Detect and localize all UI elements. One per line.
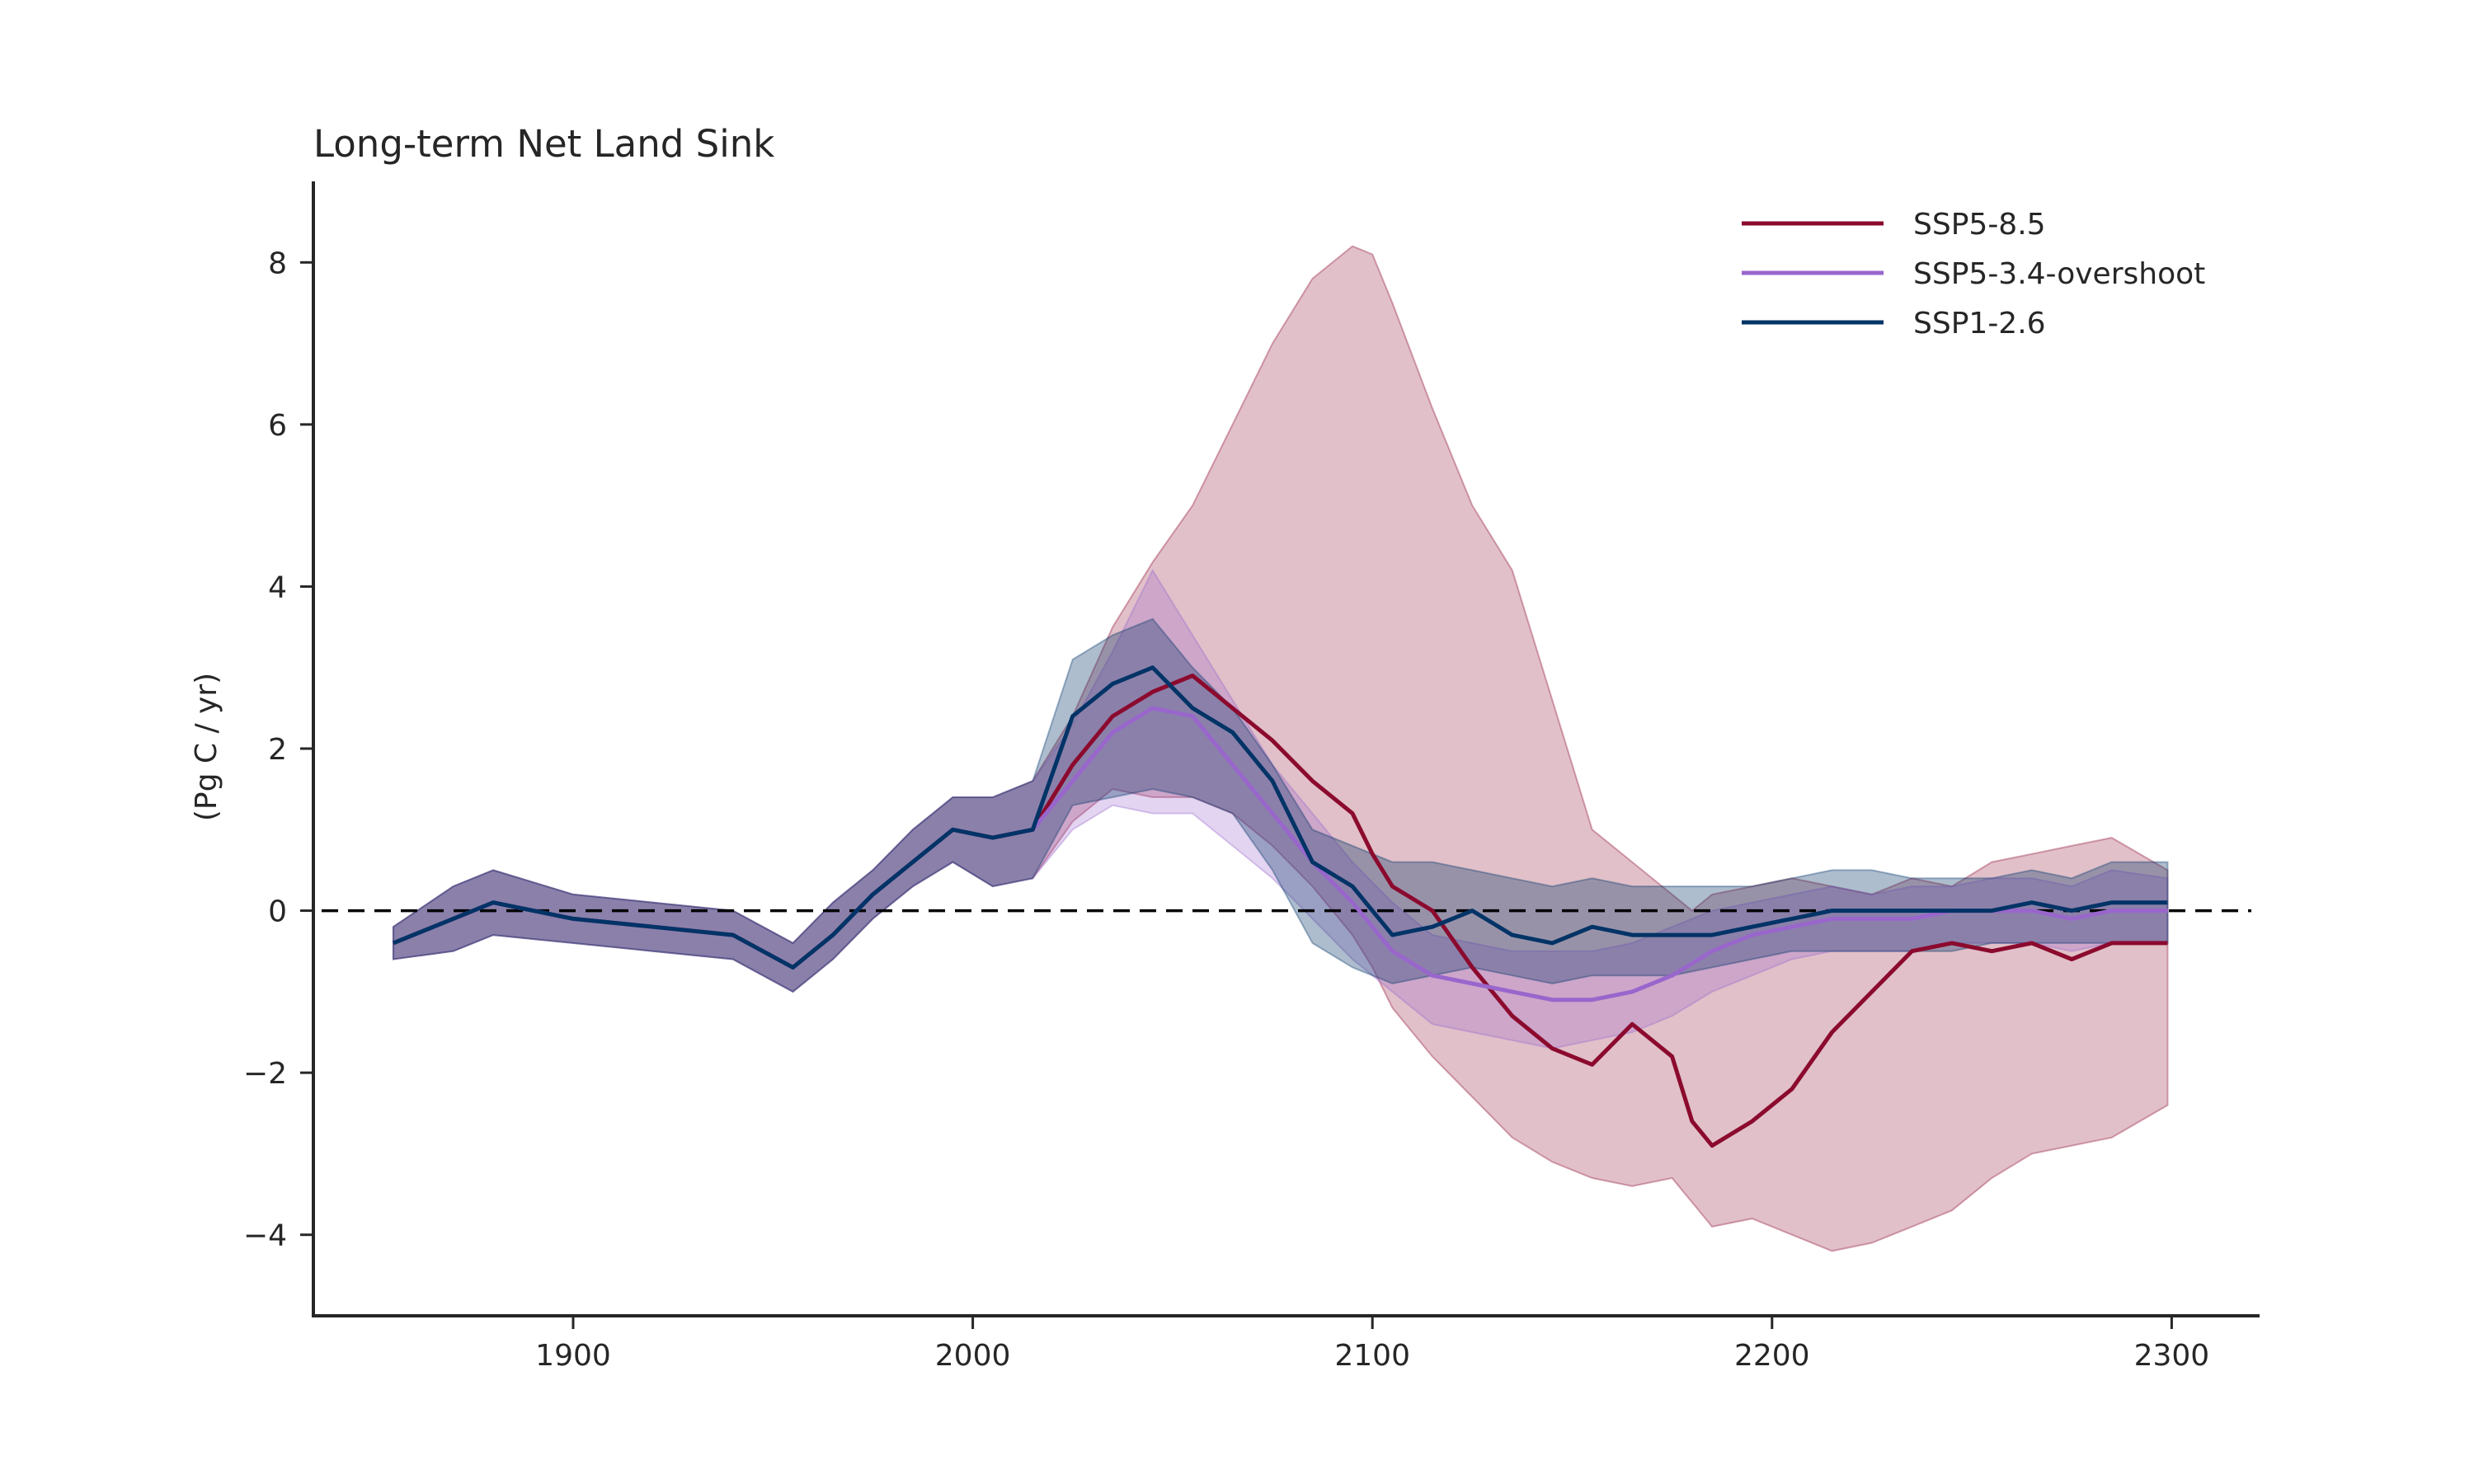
y-tick-label: 2 <box>268 733 287 767</box>
x-tick-label: 1900 <box>535 1339 611 1373</box>
x-axis-ticks: 1900 2000 2100 2200 2300 <box>535 1316 2209 1373</box>
chart-title: Long-term Net Land Sink <box>313 122 774 166</box>
series-line-2 <box>392 665 2168 970</box>
x-tick-label: 2000 <box>935 1339 1011 1373</box>
y-axis-ticks: −4 −2 0 2 4 6 8 <box>243 247 313 1253</box>
legend-label: SSP1-2.6 <box>1913 307 2046 340</box>
y-axis-label: (Pg C / yr) <box>190 673 223 821</box>
x-tick-label: 2100 <box>1334 1339 1410 1373</box>
x-tick-label: 2300 <box>2134 1339 2210 1373</box>
y-tick-label: 0 <box>268 895 287 929</box>
series-lines <box>392 665 2168 1148</box>
y-tick-label: 6 <box>268 409 287 443</box>
legend-label: SSP5-3.4-overshoot <box>1913 257 2205 291</box>
x-tick-label: 2200 <box>1734 1339 1810 1373</box>
y-tick-label: 8 <box>268 247 287 280</box>
y-tick-label: −4 <box>243 1219 287 1253</box>
legend-label: SSP5-8.5 <box>1913 208 2046 242</box>
y-tick-label: 4 <box>268 571 287 604</box>
y-tick-label: −2 <box>243 1057 287 1091</box>
legend: SSP5-8.5 SSP5-3.4-overshoot SSP1-2.6 <box>1742 208 2205 340</box>
